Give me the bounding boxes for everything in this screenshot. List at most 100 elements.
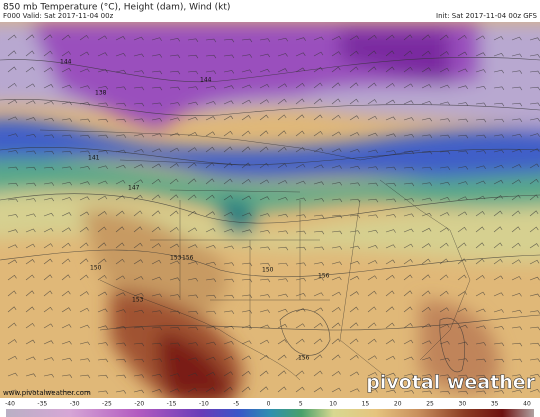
wind-barb bbox=[205, 131, 216, 137]
wind-barb bbox=[7, 166, 19, 171]
wind-barb bbox=[115, 342, 127, 347]
wind-barb bbox=[25, 228, 36, 233]
wind-barb bbox=[115, 36, 126, 41]
wind-barb bbox=[151, 210, 161, 217]
wind-barb bbox=[295, 308, 306, 313]
map-field bbox=[0, 22, 540, 398]
wind-barb bbox=[97, 52, 108, 57]
wind-barb bbox=[187, 294, 199, 299]
wind-barb bbox=[25, 34, 35, 41]
wind-barb bbox=[259, 83, 270, 89]
wind-barb bbox=[187, 387, 198, 393]
wind-barb bbox=[133, 342, 145, 347]
colorbar-tick-label: -10 bbox=[199, 401, 209, 408]
wind-barb bbox=[511, 309, 523, 314]
wind-barb bbox=[439, 258, 449, 265]
colorbar-tick-label: 0 bbox=[267, 401, 271, 408]
wind-barb bbox=[385, 389, 397, 394]
wind-barb bbox=[493, 52, 504, 57]
wind-barb bbox=[457, 196, 468, 201]
wind-barb bbox=[97, 258, 107, 265]
wind-barb bbox=[277, 114, 287, 121]
wind-barb bbox=[79, 181, 90, 185]
wind-barb bbox=[367, 322, 377, 329]
wind-barb bbox=[241, 69, 252, 74]
wind-barb bbox=[511, 326, 523, 331]
wind-barb bbox=[475, 390, 487, 395]
wind-barb bbox=[205, 341, 217, 346]
wind-barb bbox=[439, 341, 450, 345]
wind-barb bbox=[349, 66, 359, 73]
wind-barb bbox=[349, 371, 360, 377]
wind-barb bbox=[115, 309, 126, 313]
wind-barb bbox=[277, 37, 289, 42]
wind-barb bbox=[115, 258, 125, 265]
wind-barb bbox=[61, 212, 72, 217]
wind-barb bbox=[241, 130, 251, 137]
wind-barb bbox=[259, 114, 269, 121]
wind-barb bbox=[403, 83, 414, 89]
wind-barb bbox=[493, 179, 504, 185]
wind-barb bbox=[223, 245, 234, 250]
wind-barb bbox=[151, 326, 163, 331]
wind-barb bbox=[241, 386, 251, 393]
wind-barb bbox=[79, 196, 90, 201]
wind-barb bbox=[529, 342, 540, 347]
wind-barb bbox=[151, 310, 163, 314]
wind-barb bbox=[457, 291, 467, 297]
wind-barb bbox=[313, 98, 323, 105]
wind-barb bbox=[115, 118, 127, 123]
wind-barb bbox=[133, 358, 145, 363]
wind-barb bbox=[385, 66, 395, 73]
wind-barb bbox=[439, 212, 450, 217]
wind-barb bbox=[493, 226, 503, 233]
wind-barb bbox=[205, 146, 215, 153]
wind-barb bbox=[493, 242, 503, 249]
wind-barb bbox=[169, 358, 181, 362]
wind-barb bbox=[43, 258, 53, 265]
wind-barb bbox=[529, 358, 540, 363]
contour-label: 156 bbox=[298, 355, 310, 362]
wind-barb bbox=[7, 306, 17, 313]
wind-barb bbox=[295, 370, 305, 377]
wind-barb bbox=[457, 258, 467, 265]
wind-barb bbox=[529, 310, 540, 314]
wind-barb bbox=[457, 85, 468, 89]
wind-barb bbox=[295, 293, 306, 297]
wind-barb bbox=[349, 165, 361, 170]
wind-barb bbox=[367, 115, 378, 121]
colorbar-tick-label: 10 bbox=[329, 401, 337, 408]
wind-barb bbox=[367, 290, 377, 297]
wind-barb bbox=[313, 214, 325, 219]
wind-barb bbox=[385, 99, 396, 105]
wind-barb bbox=[493, 326, 505, 330]
wind-barb bbox=[349, 214, 361, 219]
wind-barb bbox=[187, 86, 199, 90]
wind-barb bbox=[349, 322, 359, 329]
wind-barb bbox=[259, 386, 269, 393]
wind-barb bbox=[151, 293, 162, 298]
contour-label: 144 bbox=[60, 59, 72, 66]
colorbar-tick-label: 15 bbox=[362, 401, 370, 408]
wind-barb bbox=[511, 179, 522, 185]
wind-barb bbox=[115, 292, 126, 297]
wind-barb bbox=[169, 102, 181, 106]
wind-barb bbox=[421, 134, 433, 139]
wind-barb bbox=[295, 37, 306, 41]
colorbar-tick-label: -20 bbox=[134, 401, 144, 408]
wind-barb bbox=[529, 326, 540, 331]
wind-barb bbox=[421, 258, 431, 265]
wind-barb bbox=[421, 166, 433, 171]
wind-barb bbox=[349, 230, 361, 234]
wind-barb bbox=[421, 67, 431, 73]
wind-barb bbox=[169, 277, 180, 281]
wind-barb bbox=[169, 326, 181, 331]
wind-barb bbox=[313, 147, 324, 153]
wind-barb bbox=[133, 374, 145, 378]
wind-barb bbox=[385, 306, 395, 313]
wind-barb bbox=[439, 307, 450, 313]
wind-barb bbox=[349, 388, 360, 393]
wind-barb bbox=[295, 323, 306, 329]
wind-barb bbox=[295, 114, 305, 121]
wind-barb bbox=[385, 322, 395, 329]
